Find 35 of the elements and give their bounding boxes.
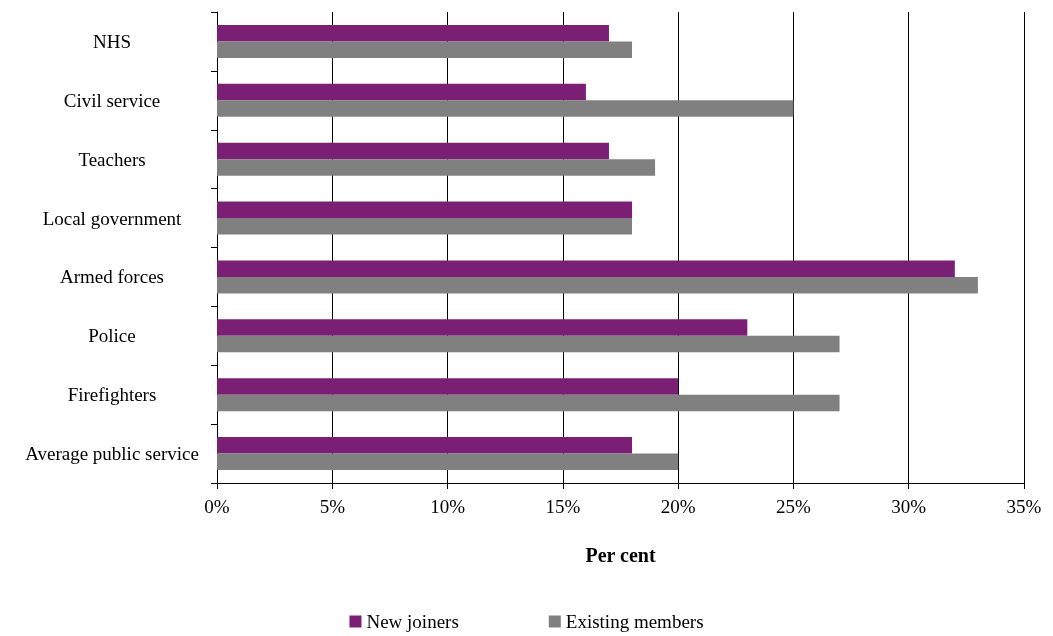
bar bbox=[217, 335, 840, 353]
y-tick-label: Firefighters bbox=[67, 384, 157, 406]
bar bbox=[217, 159, 656, 176]
bar bbox=[217, 394, 840, 412]
y-tick-label: Teachers bbox=[78, 148, 146, 170]
x-tick-label: 35% bbox=[1006, 496, 1042, 517]
bar bbox=[217, 378, 679, 395]
x-tick-label: 30% bbox=[891, 496, 927, 517]
bar bbox=[217, 83, 586, 101]
bar bbox=[217, 218, 633, 235]
x-tick-label: 5% bbox=[319, 496, 346, 517]
x-tick-label: 25% bbox=[776, 496, 812, 517]
y-tick-label: Civil service bbox=[63, 89, 161, 111]
y-tick-label: NHS bbox=[92, 30, 132, 52]
bar bbox=[217, 319, 748, 336]
bar bbox=[217, 100, 794, 117]
bar bbox=[217, 260, 955, 277]
x-tick-label: 10% bbox=[430, 496, 466, 517]
x-axis-title: Per cent bbox=[585, 544, 656, 566]
bar bbox=[217, 453, 679, 471]
bar bbox=[217, 142, 609, 160]
y-tick-label: Local government bbox=[42, 207, 183, 229]
bar bbox=[217, 41, 633, 58]
bar bbox=[217, 201, 633, 219]
x-tick-label: 20% bbox=[660, 496, 696, 517]
bar bbox=[217, 437, 633, 454]
x-tick-label: 0% bbox=[204, 496, 230, 517]
y-tick-label: Police bbox=[88, 325, 136, 347]
y-tick-label: Armed forces bbox=[60, 266, 164, 288]
y-tick-label: Average public service bbox=[25, 443, 199, 465]
x-tick-label: 15% bbox=[545, 496, 581, 517]
legend-label: New joiners bbox=[366, 611, 459, 632]
bar bbox=[217, 24, 609, 42]
legend-label: Existing members bbox=[565, 611, 704, 632]
bar bbox=[217, 276, 978, 294]
